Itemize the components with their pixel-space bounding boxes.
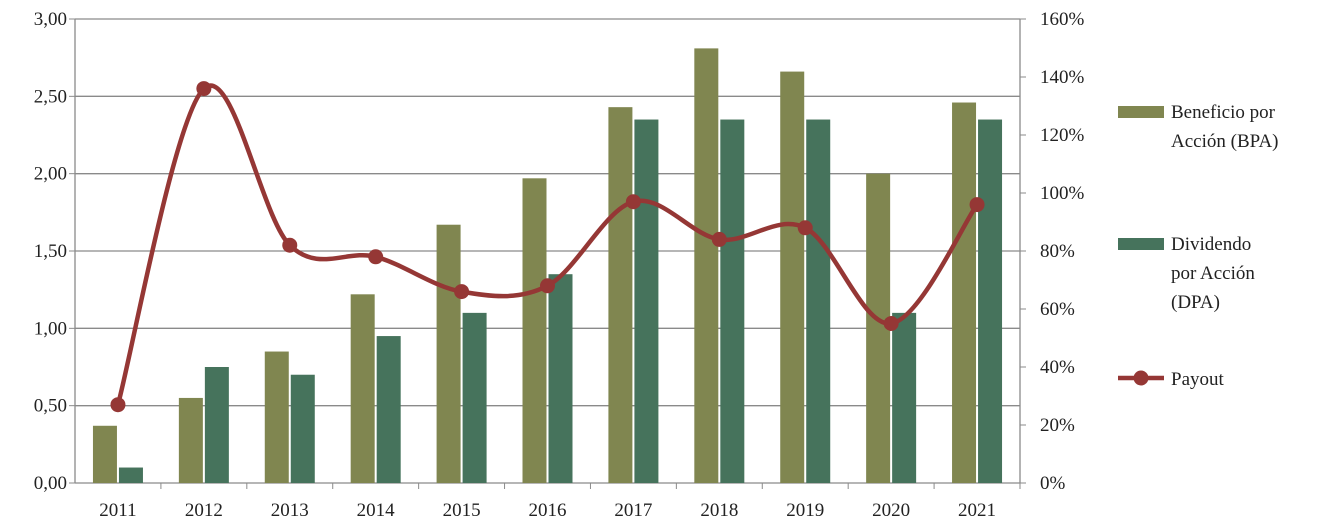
bar-dpa (806, 119, 831, 484)
payout-point (797, 220, 813, 236)
right-tick-label: 140% (1040, 67, 1085, 88)
x-tick-label: 2012 (185, 500, 223, 521)
payout-point (711, 231, 727, 247)
right-tick-label: 100% (1040, 183, 1085, 204)
left-tick-label: 2,50 (34, 86, 67, 107)
left-tick-label: 2,00 (34, 164, 67, 185)
left-tick-label: 1,50 (34, 241, 67, 262)
right-tick-label: 60% (1040, 299, 1075, 320)
x-tick-label: 2014 (357, 500, 396, 521)
x-tick-label: 2019 (786, 500, 824, 521)
bar-dpa (118, 467, 143, 483)
payout-point (110, 397, 126, 413)
bar-bpa (264, 351, 289, 483)
x-tick-label: 2017 (614, 500, 652, 521)
payout-point (368, 249, 384, 265)
bar-bpa (952, 102, 977, 484)
x-tick-label: 2016 (529, 500, 567, 521)
bar-dpa (290, 374, 315, 483)
right-tick-label: 120% (1040, 125, 1085, 146)
payout-point (625, 194, 641, 210)
payout-point (883, 316, 899, 331)
legend-label: Acción (BPA) (1171, 131, 1279, 152)
bar-bpa (92, 425, 117, 483)
right-tick-label: 20% (1040, 415, 1075, 436)
bar-bpa (178, 397, 203, 483)
bar-bpa (350, 294, 375, 483)
x-tick-label: 2018 (700, 500, 738, 521)
right-tick-label: 80% (1040, 241, 1075, 262)
bar-dpa (462, 312, 487, 483)
legend-label: por Acción (1171, 263, 1255, 284)
legend-swatch (1118, 238, 1164, 250)
payout-point (540, 278, 555, 294)
payout-point (969, 197, 985, 213)
legend-label: Beneficio por (1171, 102, 1276, 123)
bar-bpa (780, 71, 805, 483)
bar-bpa (694, 48, 719, 484)
bar-dpa (720, 119, 745, 484)
legend-label: Dividendo (1171, 234, 1251, 255)
payout-point (454, 284, 470, 300)
right-tick-label: 0% (1040, 473, 1066, 494)
bar-dpa (376, 336, 401, 483)
bar-dpa (548, 274, 573, 483)
payout-point (196, 81, 212, 97)
left-tick-label: 0,00 (34, 473, 67, 494)
payout-line (115, 83, 979, 406)
left-tick-label: 1,00 (34, 318, 67, 339)
legend-marker (1133, 370, 1149, 386)
right-tick-label: 160% (1040, 9, 1085, 30)
bar-bpa (522, 178, 547, 483)
bar-bpa (436, 224, 461, 483)
x-tick-label: 2021 (958, 500, 996, 521)
bar-dpa (204, 367, 229, 483)
x-tick-label: 2020 (872, 500, 910, 521)
bar-dpa (892, 312, 917, 483)
bar-dpa (634, 119, 659, 484)
bar-dpa (978, 119, 1003, 484)
bar-bpa (608, 107, 633, 483)
legend-swatch (1118, 106, 1164, 118)
left-tick-label: 0,50 (34, 396, 67, 417)
legend-label: Payout (1171, 369, 1225, 390)
right-tick-label: 40% (1040, 357, 1075, 378)
payout-point (282, 237, 298, 253)
legend-label: (DPA) (1171, 292, 1220, 313)
x-tick-label: 2013 (271, 500, 309, 521)
x-tick-label: 2011 (99, 500, 136, 521)
left-tick-label: 3,00 (34, 9, 67, 30)
x-tick-label: 2015 (443, 500, 481, 521)
